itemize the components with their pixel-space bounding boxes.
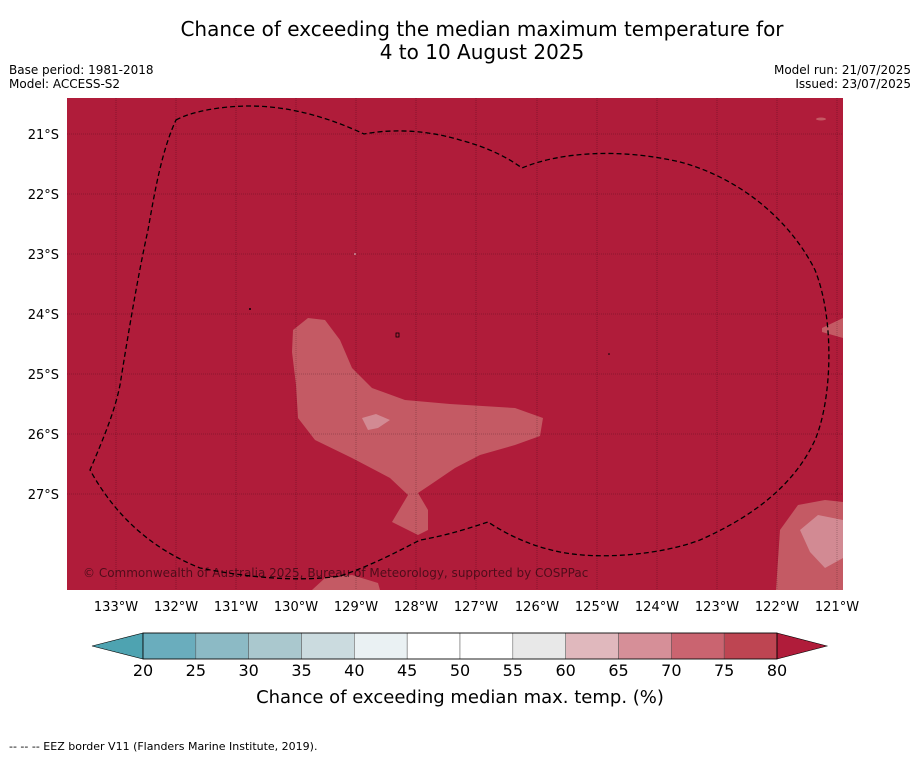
eez-border bbox=[89, 105, 830, 580]
island-marker bbox=[395, 332, 400, 338]
lat-label: 23°S bbox=[28, 248, 59, 263]
colorbar-segment bbox=[618, 632, 672, 660]
colorbar-segment bbox=[671, 632, 725, 660]
colorbar-tick-label: 40 bbox=[344, 661, 364, 680]
colorbar-segment bbox=[512, 632, 566, 660]
lat-label: 27°S bbox=[28, 488, 59, 503]
lon-label: 132°W bbox=[154, 600, 198, 615]
map-title: Chance of exceeding the median maximum t… bbox=[0, 18, 919, 64]
colorbar-tick-label: 45 bbox=[397, 661, 417, 680]
colorbar-tick-label: 35 bbox=[291, 661, 311, 680]
island-marker bbox=[816, 117, 826, 121]
colorbar-segment bbox=[301, 632, 355, 660]
colorbar-tick-label: 65 bbox=[608, 661, 628, 680]
colorbar-segment bbox=[142, 632, 197, 660]
lon-label: 131°W bbox=[214, 600, 258, 615]
colorbar-frame bbox=[142, 632, 778, 660]
title-line-2: 4 to 10 August 2025 bbox=[379, 40, 585, 64]
colorbar-segment bbox=[723, 632, 778, 660]
probability-region-70-75-south bbox=[312, 575, 380, 590]
copyright-text: © Commonwealth of Australia 2025, Bureau… bbox=[83, 566, 588, 580]
lon-label: 133°W bbox=[94, 600, 138, 615]
colorbar-over-arrow bbox=[776, 632, 829, 660]
probability-region-65-70 bbox=[362, 414, 390, 430]
colorbar-tick-label: 60 bbox=[555, 661, 575, 680]
longitude-labels: 133°W 132°W 131°W 130°W 129°W 128°W 127°… bbox=[94, 600, 859, 615]
colorbar-segment bbox=[406, 632, 461, 660]
colorbar-segment bbox=[459, 632, 514, 660]
probability-region-65-70-southeast bbox=[800, 515, 843, 568]
eez-footnote: -- -- -- EEZ border V11 (Flanders Marine… bbox=[9, 740, 318, 753]
colorbar-segments bbox=[142, 632, 778, 660]
latitude-labels: 21°S 22°S 23°S 24°S 25°S 26°S 27°S bbox=[28, 128, 59, 503]
lat-label: 22°S bbox=[28, 188, 59, 203]
colorbar-tick-label: 75 bbox=[714, 661, 734, 680]
colorbar-under-arrow bbox=[91, 632, 144, 660]
lon-label: 124°W bbox=[635, 600, 679, 615]
colorbar-segment bbox=[565, 632, 619, 660]
colorbar-label: Chance of exceeding median max. temp. (%… bbox=[256, 687, 664, 708]
lon-label: 130°W bbox=[274, 600, 318, 615]
island-marker bbox=[608, 353, 610, 355]
lon-label: 122°W bbox=[755, 600, 799, 615]
colorbar-segment bbox=[248, 632, 302, 660]
lat-label: 24°S bbox=[28, 308, 59, 323]
probability-region-70-75-east bbox=[822, 318, 843, 338]
colorbar: 20 25 30 35 40 45 50 55 60 65 70 75 80 Chance of exc… bbox=[91, 632, 829, 708]
model-name: Model: ACCESS-S2 bbox=[9, 77, 121, 91]
colorbar-tick-label: 25 bbox=[186, 661, 206, 680]
colorbar-tick-label: 70 bbox=[661, 661, 681, 680]
colorbar-tick-label: 20 bbox=[133, 661, 153, 680]
gridlines bbox=[67, 98, 843, 590]
colorbar-ticks: 20 25 30 35 40 45 50 55 60 65 70 75 80 bbox=[133, 661, 787, 680]
lon-label: 121°W bbox=[815, 600, 859, 615]
lon-label: 128°W bbox=[394, 600, 438, 615]
map-panel bbox=[67, 98, 843, 590]
issued-date: Issued: 23/07/2025 bbox=[795, 77, 911, 91]
colorbar-tick-label: 80 bbox=[767, 661, 787, 680]
colorbar-segment bbox=[195, 632, 249, 660]
map-figure: © Commonwealth of Australia 2025, Bureau… bbox=[28, 98, 859, 708]
island-marker bbox=[249, 308, 251, 310]
lon-label: 129°W bbox=[334, 600, 378, 615]
colorbar-tick-label: 30 bbox=[238, 661, 258, 680]
probability-region-70-75 bbox=[292, 318, 543, 535]
title-line-1: Chance of exceeding the median maximum t… bbox=[180, 17, 784, 41]
lat-label: 26°S bbox=[28, 428, 59, 443]
model-run: Model run: 21/07/2025 bbox=[773, 63, 911, 77]
island-marker bbox=[354, 253, 356, 255]
lat-label: 25°S bbox=[28, 368, 59, 383]
meta-right: Model run: 21/07/2025 Issued: 23/07/2025 bbox=[774, 63, 911, 91]
lon-label: 125°W bbox=[575, 600, 619, 615]
lon-label: 126°W bbox=[515, 600, 559, 615]
colorbar-tick-label: 55 bbox=[503, 661, 523, 680]
lon-label: 123°W bbox=[695, 600, 739, 615]
colorbar-tick-label: 50 bbox=[450, 661, 470, 680]
lon-label: 127°W bbox=[454, 600, 498, 615]
meta-left: Base period: 1981-2018 Model: ACCESS-S2 bbox=[9, 63, 154, 91]
colorbar-segment bbox=[354, 632, 408, 660]
lat-label: 21°S bbox=[28, 128, 59, 143]
base-period: Base period: 1981-2018 bbox=[9, 63, 154, 77]
